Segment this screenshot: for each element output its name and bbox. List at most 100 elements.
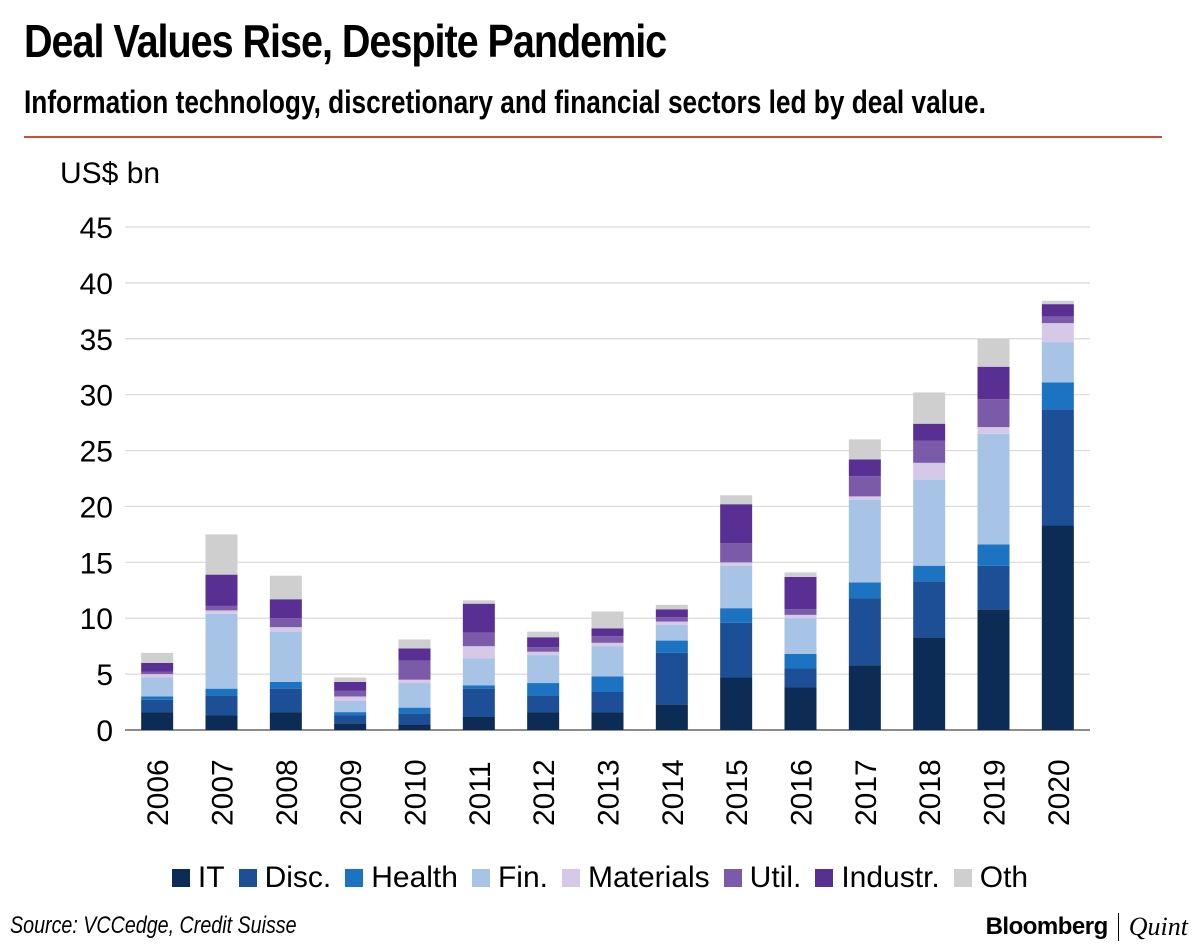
bar-2019-fin — [977, 433, 1010, 545]
legend-swatch — [953, 869, 972, 887]
bar-2014-health — [655, 640, 688, 653]
bar-2010-disc — [398, 713, 431, 725]
x-tick-label: 2014 — [657, 759, 690, 826]
bar-2007-fin — [205, 613, 238, 689]
bar-2015-oth — [720, 495, 753, 505]
bar-2019-health — [977, 544, 1010, 566]
title-divider — [24, 136, 1162, 138]
bar-2018-oth — [913, 392, 946, 424]
bar-2013-industr — [591, 628, 624, 637]
bar-2020-it — [1041, 525, 1074, 730]
y-tick-label: 5 — [96, 659, 113, 692]
bar-2017-util — [848, 476, 881, 497]
legend-item: IT — [171, 861, 225, 895]
y-axis-label: US$ bn — [60, 157, 160, 190]
bar-2014-disc — [655, 652, 688, 705]
bar-2017-it — [848, 665, 881, 730]
chart-subtitle: Information technology, discretionary an… — [24, 84, 986, 120]
x-tick-label: 2020 — [1043, 759, 1076, 826]
x-tick-label: 2018 — [914, 759, 947, 826]
brand-separator — [1117, 913, 1119, 941]
bar-2008-disc — [269, 688, 302, 713]
legend-swatch — [345, 869, 364, 887]
legend-label: Disc. — [264, 861, 332, 894]
bar-2009-industr — [334, 681, 367, 691]
x-tick-label: 2015 — [721, 759, 754, 826]
bar-2018-health — [913, 565, 946, 582]
bar-2013-util — [591, 636, 624, 643]
x-tick-label: 2016 — [786, 759, 819, 826]
bar-2014-util — [655, 617, 688, 622]
bar-2009-oth — [334, 677, 367, 682]
legend-label: Util. — [749, 861, 802, 894]
x-tick-label: 2010 — [400, 759, 433, 826]
legend-item: Industr. — [815, 861, 940, 895]
x-tick-label: 2013 — [593, 759, 626, 826]
bar-2015-industr — [720, 504, 753, 544]
y-tick-label: 35 — [80, 324, 113, 357]
bar-2018-util — [913, 440, 946, 463]
bar-2014-oth — [655, 604, 688, 610]
bar-2006-oth — [141, 652, 174, 663]
bar-2014-materials — [655, 621, 688, 625]
bar-2018-industr — [913, 423, 946, 441]
bar-2013-it — [591, 712, 624, 730]
bar-2013-fin — [591, 646, 624, 677]
bar-2010-util — [398, 660, 431, 680]
bar-2012-fin — [527, 655, 560, 684]
y-tick-label: 25 — [80, 436, 113, 469]
bar-2007-it — [205, 715, 238, 730]
bar-2019-industr — [977, 366, 1010, 400]
legend-item: Util. — [723, 861, 802, 895]
legend-swatch — [815, 869, 834, 887]
legend-item: Fin. — [471, 861, 548, 895]
brand-logo: Bloomberg Quint — [986, 912, 1188, 942]
bar-2018-materials — [913, 462, 946, 480]
bar-2006-disc — [141, 699, 174, 713]
x-tick-label: 2019 — [979, 759, 1012, 826]
bar-2011-oth — [462, 600, 495, 604]
bar-2014-fin — [655, 624, 688, 641]
bar-2008-fin — [269, 631, 302, 682]
bar-2012-industr — [527, 637, 560, 648]
bar-2017-oth — [848, 439, 881, 460]
bar-2015-disc — [720, 622, 753, 678]
legend-label: Industr. — [841, 861, 940, 894]
bar-2014-industr — [655, 609, 688, 618]
y-tick-label: 15 — [80, 547, 113, 580]
bar-2016-disc — [784, 668, 817, 688]
x-tick-label: 2008 — [271, 759, 304, 826]
bar-2019-oth — [977, 338, 1010, 367]
bar-2009-disc — [334, 715, 367, 724]
bar-2006-util — [141, 671, 174, 675]
bar-2016-it — [784, 687, 817, 730]
bar-2009-materials — [334, 696, 367, 701]
legend-label: Materials — [587, 861, 710, 894]
bar-2008-industr — [269, 599, 302, 619]
bar-2019-util — [977, 399, 1010, 428]
bar-2015-fin — [720, 565, 753, 609]
bar-2016-util — [784, 609, 817, 615]
x-tick-label: 2017 — [850, 759, 883, 826]
bar-2020-disc — [1041, 409, 1074, 526]
legend-swatch — [723, 869, 742, 887]
bar-2015-util — [720, 543, 753, 563]
bar-2012-util — [527, 647, 560, 652]
brand-secondary: Quint — [1128, 912, 1188, 941]
bar-2011-health — [462, 685, 495, 689]
bar-2016-industr — [784, 576, 817, 610]
bar-2014-it — [655, 704, 688, 730]
legend-swatch — [238, 869, 257, 887]
x-tick-label: 2006 — [142, 759, 175, 826]
chart-title: Deal Values Rise, Despite Pandemic — [24, 15, 667, 67]
bar-2006-fin — [141, 677, 174, 697]
bar-2020-fin — [1041, 342, 1074, 383]
legend-item: Oth — [953, 861, 1028, 895]
bar-2018-it — [913, 637, 946, 730]
bar-2015-materials — [720, 562, 753, 566]
bar-2018-fin — [913, 479, 946, 566]
bar-2020-health — [1041, 382, 1074, 410]
bar-2012-it — [527, 712, 560, 730]
bar-2015-it — [720, 677, 753, 730]
